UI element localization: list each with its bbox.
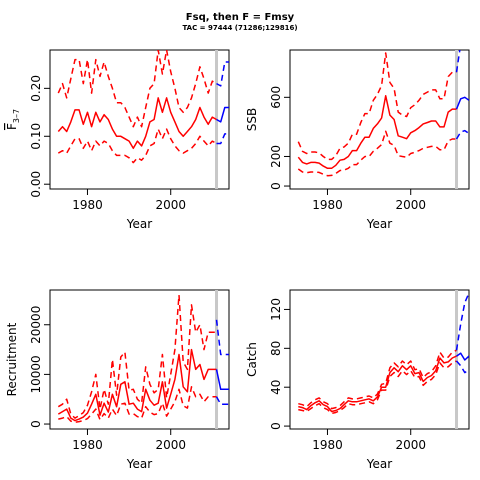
fbar-historic-upper-line [57,50,217,128]
ssb-y-tick-label: 600 [269,86,283,109]
recruitment-historic-lower-line [58,386,217,424]
ssb-x-tick-label: 2000 [395,198,426,212]
catch-series-group [298,292,469,415]
fbar-y-axis-label-main: F [5,123,19,130]
catch-projection-upper-line [455,292,469,351]
recruitment-plot-frame [49,289,230,430]
ssb-projection-upper-line [455,50,461,73]
figure-subtitle: TAC = 97444 (71286;129816) [182,24,297,32]
catch-x-tick-label: 1980 [312,438,343,452]
fbar-y-tick-label: 0.20 [29,75,43,102]
recruitment-y-tick-label: 20000 [29,306,43,344]
fbar-plot-frame [49,49,230,190]
catch-historic-median-line [298,355,457,413]
ssb-x-axis-label: Year [366,217,392,231]
catch-projection-lower-line [455,360,469,374]
recruitment-series-group [57,294,229,424]
fbar-projection-median-line [216,106,229,123]
fbar-projection-lower-line [216,133,229,145]
recruitment-projection-median-line [215,369,229,391]
ssb-panel: 1980 2000 0 200 600 Year SSB [245,49,470,231]
catch-y-tick-label: 0 [269,422,283,430]
recruitment-historic-upper-line [57,294,217,419]
catch-x-axis-label: Year [366,457,392,471]
recruitment-y-axis-label: Recruitment [5,322,19,396]
recruitment-x-axis-label: Year [126,457,152,471]
recruitment-y-tick-label: 0 [29,420,43,428]
catch-y-tick-label: 120 [269,298,283,321]
fbar-historic-lower-line [57,128,217,164]
catch-plot-frame [289,289,470,430]
ssb-historic-lower-line [297,130,457,177]
ssb-series-group [297,50,469,177]
ssb-historic-upper-line [297,52,457,161]
ssb-y-tick-label: 200 [269,145,283,168]
fbar-y-tick-label: 0.10 [29,123,43,150]
catch-x-tick-label: 2000 [395,438,426,452]
recruitment-projection-lower-line [215,396,229,405]
fbar-x-tick-label: 2000 [155,198,186,212]
recruitment-y-tick-label: 10000 [29,355,43,393]
recruitment-x-tick-label: 2000 [155,438,186,452]
recruitment-projection-upper-line [215,319,229,356]
fbar-projection-upper-line [216,61,229,87]
ssb-projection-lower-line [455,129,469,140]
ssb-y-tick-label: 0 [269,182,283,190]
recruitment-historic-median-line [57,348,217,422]
fbar-historic-median-line [57,97,217,150]
recruitment-x-tick-label: 1980 [72,438,103,452]
fbar-y-axis-label: F3–7 [5,109,21,130]
ssb-plot-frame [289,49,470,190]
ssb-x-tick-label: 1980 [312,198,343,212]
catch-projection-median-line [456,352,469,361]
catch-panel: 1980 2000 0 40 80 120 Year Catch [245,289,470,471]
fbar-series-group [57,50,229,164]
ssb-historic-median-line [297,95,457,170]
catch-y-tick-label: 80 [269,341,283,356]
catch-y-axis-label: Catch [245,342,259,377]
ssb-projection-median-line [455,96,469,110]
catch-historic-lower-line [298,360,457,415]
fbar-y-tick-label: 0.00 [29,171,43,198]
fbar-x-tick-label: 1980 [72,198,103,212]
catch-y-tick-label: 40 [269,380,283,395]
ssb-y-axis-label: SSB [245,108,259,131]
catch-historic-upper-line [298,349,457,410]
fbar-panel: 1980 2000 0.00 0.10 0.20 Year F3–7 [5,49,230,231]
figure-title: Fsq, then F = Fmsy [186,12,295,23]
fbar-x-axis-label: Year [126,217,152,231]
fbar-y-axis-label-sub: 3–7 [12,109,21,123]
